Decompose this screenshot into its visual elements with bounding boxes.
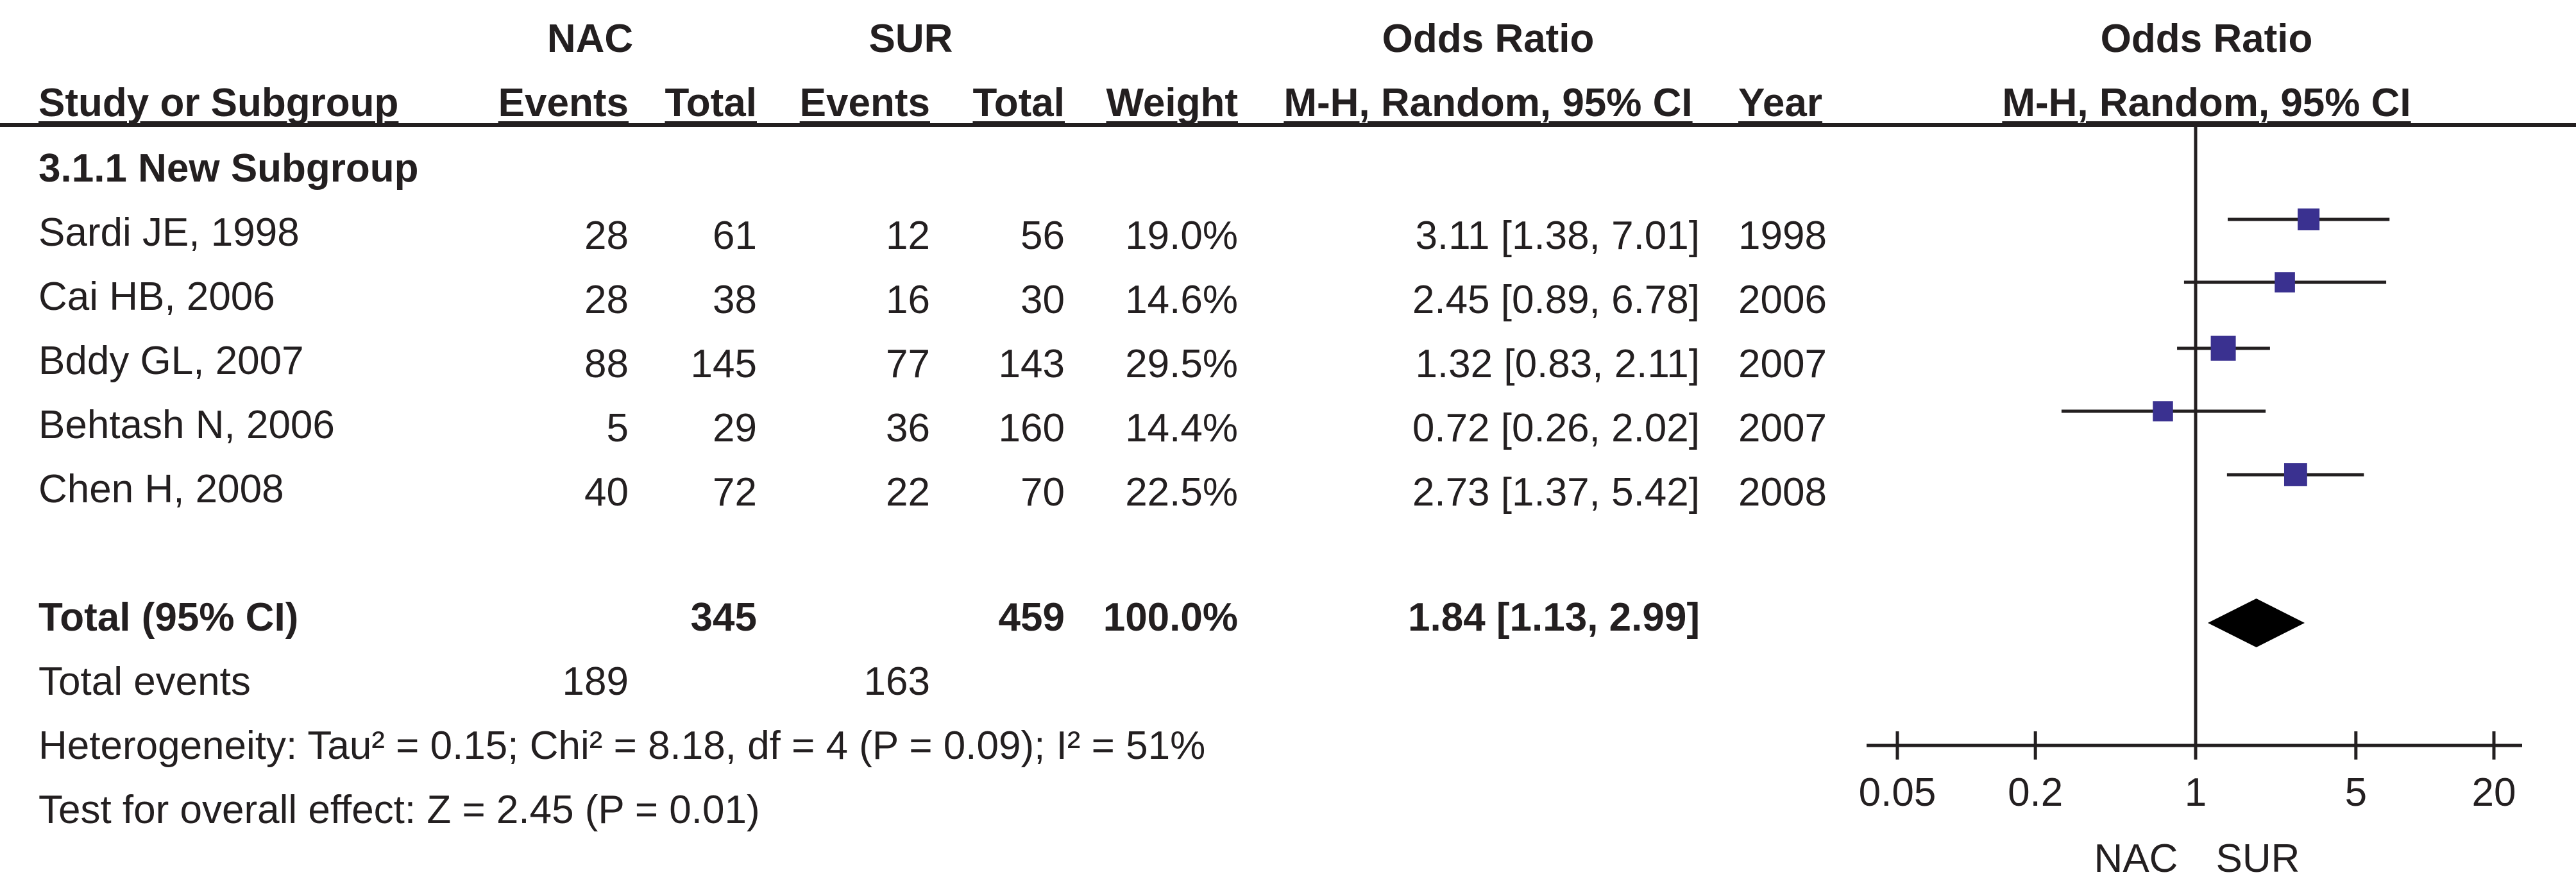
total-nac: 29 [713, 406, 757, 450]
weight: 19.0% [1125, 214, 1238, 258]
odds-ratio-ci: 0.72 [0.26, 2.02] [1412, 406, 1700, 450]
header-odds-ratio-table: Odds Ratio [1382, 17, 1595, 61]
total-nac: 145 [690, 342, 757, 386]
total-sur: 459 [998, 595, 1065, 640]
study-square [2153, 401, 2173, 421]
odds-ratio-ci: 1.32 [0.83, 2.11] [1415, 342, 1700, 386]
total-events-label: Total events [38, 659, 251, 704]
odds-ratio-ci: 3.11 [1.38, 7.01] [1415, 214, 1700, 258]
odds-ratio-ci: 2.73 [1.37, 5.42] [1412, 470, 1700, 515]
study-name: Cai HB, 2006 [38, 275, 275, 319]
total-sur: 56 [1021, 214, 1065, 258]
header-events-sur: Events [799, 81, 930, 125]
events-sur: 16 [886, 278, 930, 322]
events-nac: 28 [584, 214, 629, 258]
x-tick-label: 0.05 [1859, 770, 1936, 815]
x-tick-label: 1 [2185, 770, 2207, 815]
x-tick-label: 5 [2345, 770, 2367, 815]
weight: 14.4% [1125, 406, 1238, 450]
header-events-nac: Events [498, 81, 629, 125]
year: 1998 [1738, 214, 1827, 258]
header-rule [0, 123, 2576, 127]
year: 2006 [1738, 278, 1827, 322]
odds-ratio-ci: 2.45 [0.89, 6.78] [1412, 278, 1700, 322]
events-sur: 36 [886, 406, 930, 450]
study-square [2298, 208, 2320, 231]
events-nac: 88 [584, 342, 629, 386]
favours-nac-label: NAC [2094, 837, 2178, 881]
total-label: Total (95% CI) [38, 595, 299, 640]
total-sur: 160 [998, 406, 1065, 450]
header-method-plot: M-H, Random, 95% CI [2002, 81, 2411, 125]
pooled-diamond [2207, 599, 2305, 647]
events-nac: 40 [584, 470, 629, 515]
header-odds-ratio-plot: Odds Ratio [2100, 17, 2313, 61]
year: 2007 [1738, 342, 1827, 386]
overall-effect-test: Test for overall effect: Z = 2.45 (P = 0… [38, 788, 760, 832]
study-name: Sardi JE, 1998 [38, 210, 300, 255]
subgroup-title: 3.1.1 New Subgroup [38, 146, 419, 191]
study-square [2275, 272, 2295, 293]
total-weight: 100.0% [1103, 595, 1238, 640]
x-tick-label: 20 [2472, 770, 2516, 815]
study-name: Chen H, 2008 [38, 467, 284, 511]
weight: 22.5% [1125, 470, 1238, 515]
events-sur: 22 [886, 470, 930, 515]
header-weight: Weight [1106, 81, 1239, 125]
weight: 29.5% [1125, 342, 1238, 386]
weight: 14.6% [1125, 278, 1238, 322]
total-nac: 345 [690, 595, 757, 640]
events-sur: 77 [886, 342, 930, 386]
total-events-nac: 189 [562, 659, 629, 704]
favours-sur-label: SUR [2216, 837, 2300, 881]
events-sur: 12 [886, 214, 930, 258]
events-nac: 28 [584, 278, 629, 322]
header-total-sur: Total [972, 81, 1065, 125]
study-square [2284, 463, 2307, 486]
total-nac: 61 [713, 214, 757, 258]
total-sur: 30 [1021, 278, 1065, 322]
study-name: Behtash N, 2006 [38, 403, 335, 447]
header-method-table: M-H, Random, 95% CI [1284, 81, 1693, 125]
total-sur: 143 [998, 342, 1065, 386]
x-tick-label: 0.2 [2008, 770, 2063, 815]
header-year: Year [1738, 81, 1823, 125]
total-events-sur: 163 [863, 659, 930, 704]
year: 2008 [1738, 470, 1827, 515]
total-odds-ratio-ci: 1.84 [1.13, 2.99] [1408, 595, 1700, 640]
year: 2007 [1738, 406, 1827, 450]
total-nac: 72 [713, 470, 757, 515]
header-group-sur: SUR [869, 17, 953, 61]
header-group-nac: NAC [547, 17, 634, 61]
heterogeneity-stats: Heterogeneity: Tau² = 0.15; Chi² = 8.18,… [38, 724, 1206, 768]
header-study-or-subgroup: Study or Subgroup [38, 81, 399, 125]
total-nac: 38 [713, 278, 757, 322]
header-total-nac: Total [665, 81, 758, 125]
study-square [2210, 336, 2236, 361]
study-name: Bddy GL, 2007 [38, 339, 304, 383]
events-nac: 5 [606, 406, 629, 450]
total-sur: 70 [1021, 470, 1065, 515]
